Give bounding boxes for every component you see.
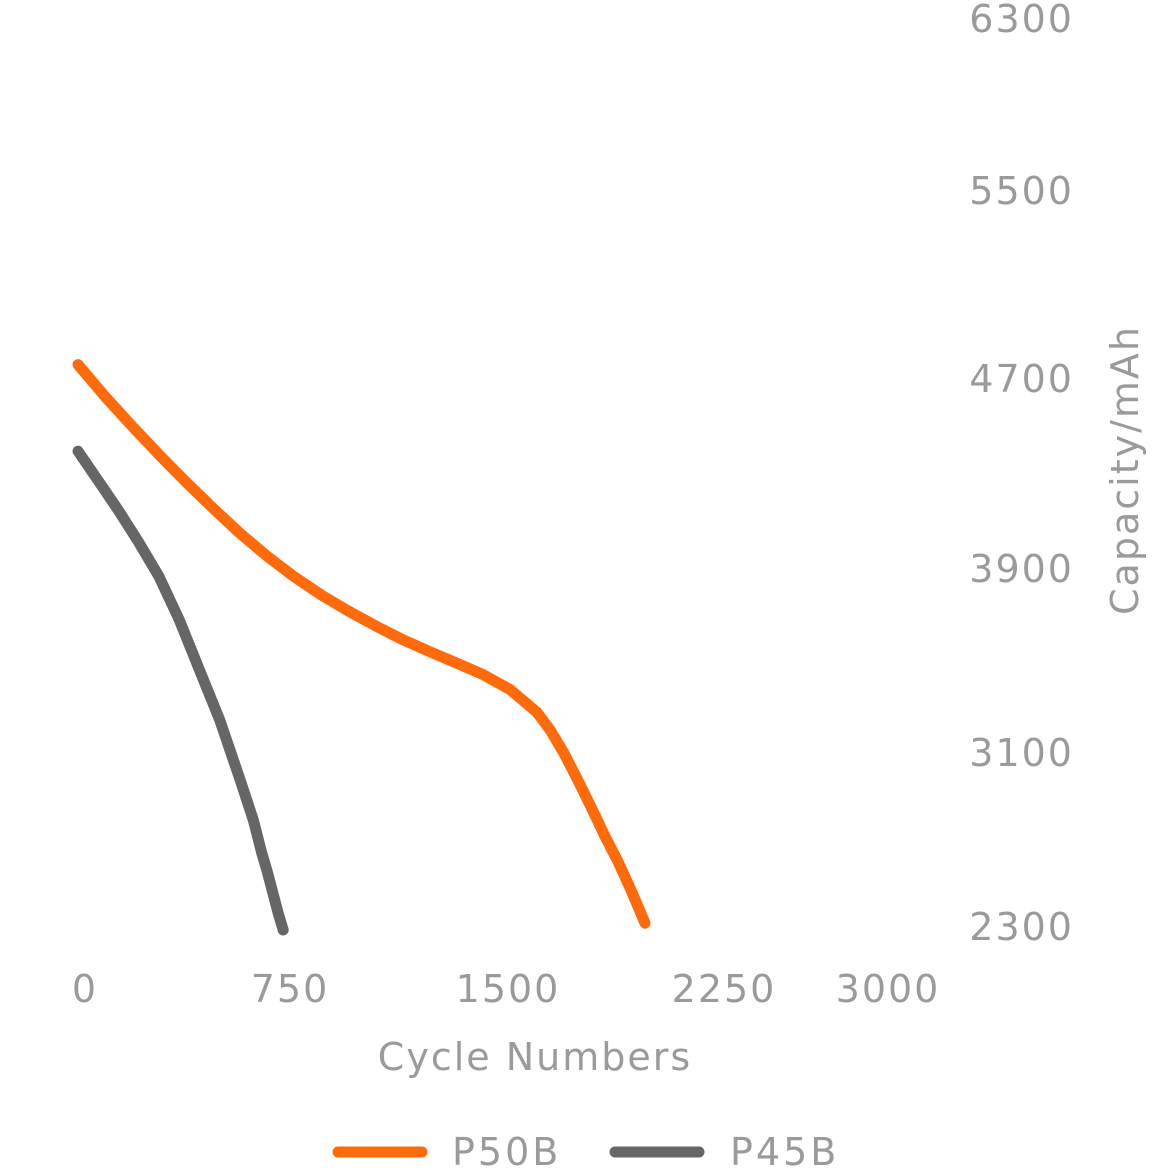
- x-axis-label: Cycle Numbers: [378, 1035, 692, 1079]
- series-line-p45b: [72, 445, 289, 936]
- x-tick-label: 1500: [456, 967, 561, 1011]
- y-tick-label: 3900: [969, 547, 1074, 591]
- legend: P50B P45B: [332, 1130, 839, 1170]
- y-axis-ticks: 2300 3100 3900 4700 5500 6300: [969, 0, 1074, 949]
- y-tick-label: 6300: [969, 0, 1074, 41]
- x-tick-label: 2250: [672, 967, 777, 1011]
- legend-label-p50b: P50B: [452, 1130, 561, 1170]
- legend-label-p45b: P45B: [730, 1130, 839, 1170]
- series-layer: [72, 359, 651, 936]
- series-line-p50b: [72, 359, 651, 929]
- y-tick-label: 2300: [969, 905, 1074, 949]
- x-tick-label: 0: [72, 967, 98, 1011]
- x-axis-ticks: 0 750 1500 2250 3000: [72, 967, 941, 1011]
- x-tick-label: 750: [251, 967, 330, 1011]
- y-tick-label: 5500: [969, 169, 1074, 213]
- x-tick-label: 3000: [836, 967, 941, 1011]
- y-tick-label: 3100: [969, 731, 1074, 775]
- y-tick-label: 4700: [969, 357, 1074, 401]
- y-axis-label: Capacity/mAh: [1103, 325, 1147, 615]
